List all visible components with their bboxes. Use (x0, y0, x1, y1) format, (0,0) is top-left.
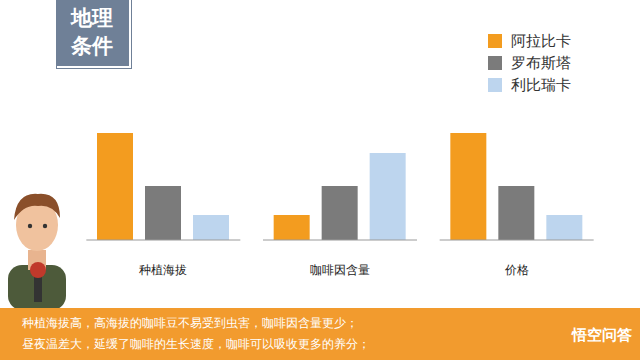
html-text:利比瑞卡: 利比瑞卡 (511, 75, 571, 94)
svg-text:种植海拔: 种植海拔 (139, 263, 187, 277)
html-text:地理条件: 地理条件 (71, 6, 113, 58)
svg-text:咖啡因含量: 咖啡因含量 (310, 263, 370, 277)
html-text:昼夜温差大，延缓了咖啡的生长速度，咖啡可以吸收更多的养分；: 昼夜温差大，延缓了咖啡的生长速度，咖啡可以吸收更多的养分； (22, 337, 370, 351)
html-text:种植海拔高，高海拔的咖啡豆不易受到虫害，咖啡因含量更少；: 种植海拔高，高海拔的咖啡豆不易受到虫害，咖啡因含量更少； (22, 316, 358, 330)
html-text:悟空问答: 悟空问答 (572, 326, 632, 344)
svg-text:价格: 价格 (504, 263, 529, 277)
html-text:罗布斯塔: 罗布斯塔 (511, 53, 571, 72)
html-text:阿拉比卡: 阿拉比卡 (511, 31, 571, 50)
